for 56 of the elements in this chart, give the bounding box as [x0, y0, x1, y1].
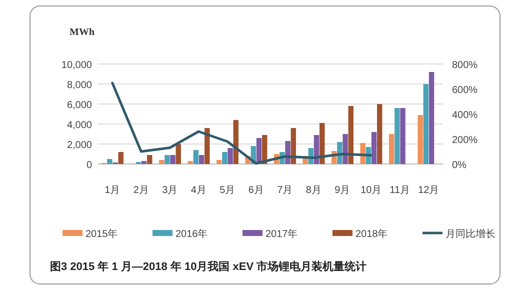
x-tick-label: 4月	[190, 185, 206, 196]
x-tick-label: 5月	[220, 185, 236, 196]
x-tick-label: 10月	[360, 185, 382, 196]
bar	[400, 108, 406, 164]
y-tick-label: 8,000	[66, 80, 92, 91]
line-series	[111, 82, 372, 165]
bar	[158, 160, 164, 164]
x-tick-label: 2月	[133, 185, 149, 196]
bar	[388, 134, 394, 164]
bar	[198, 155, 204, 164]
y-tick-label: 4,000	[66, 120, 92, 131]
bar	[170, 155, 176, 164]
bar	[423, 84, 429, 164]
bar	[228, 148, 233, 164]
legend-label: 2017年	[266, 228, 298, 240]
legend-label: 2018年	[356, 228, 388, 240]
bar	[141, 161, 147, 164]
bar	[147, 155, 152, 164]
bar	[188, 161, 193, 164]
bar	[428, 72, 434, 164]
y-tick-label: 6,000	[66, 100, 92, 111]
y-tick-label: 0	[86, 160, 92, 171]
legend-label: 月同比增长	[446, 228, 496, 240]
bar	[216, 160, 222, 164]
bar	[371, 132, 377, 164]
bar	[394, 108, 400, 164]
x-tick-label: 11月	[390, 185, 410, 196]
bar	[164, 155, 170, 164]
bar	[107, 159, 112, 164]
y-axis-title: MWh	[70, 27, 95, 38]
x-tick-label: 7月	[277, 185, 293, 196]
caption: 图3 2015 年 1 月—2018 年 10月我国 xEV 市场锂电月装机量统计	[50, 260, 367, 273]
legend-label: 2016年	[176, 228, 208, 240]
x-tick-label: 8月	[306, 185, 322, 196]
legend-label: 2015年	[86, 228, 118, 240]
bar	[320, 123, 325, 164]
bar	[342, 134, 348, 164]
y2-tick-label: 200%	[452, 135, 478, 146]
y2-tick-label: 400%	[452, 110, 478, 121]
x-tick-label: 1月	[104, 185, 120, 196]
bar	[193, 150, 199, 164]
y-tick-label: 2,000	[66, 140, 92, 151]
x-tick-label: 9月	[334, 185, 350, 196]
bar	[222, 152, 228, 164]
y2-tick-label: 800%	[452, 60, 478, 71]
y2-tick-label: 0%	[452, 160, 467, 171]
y2-tick-label: 600%	[452, 85, 478, 96]
bar	[118, 152, 124, 164]
bar	[348, 106, 354, 164]
bar	[377, 104, 382, 164]
x-tick-label: 3月	[162, 185, 178, 196]
bar	[176, 144, 181, 164]
x-tick-label: 12月	[418, 185, 440, 196]
bar	[418, 115, 423, 164]
y-tick-label: 10,000	[61, 60, 92, 71]
x-tick-label: 6月	[248, 185, 264, 196]
